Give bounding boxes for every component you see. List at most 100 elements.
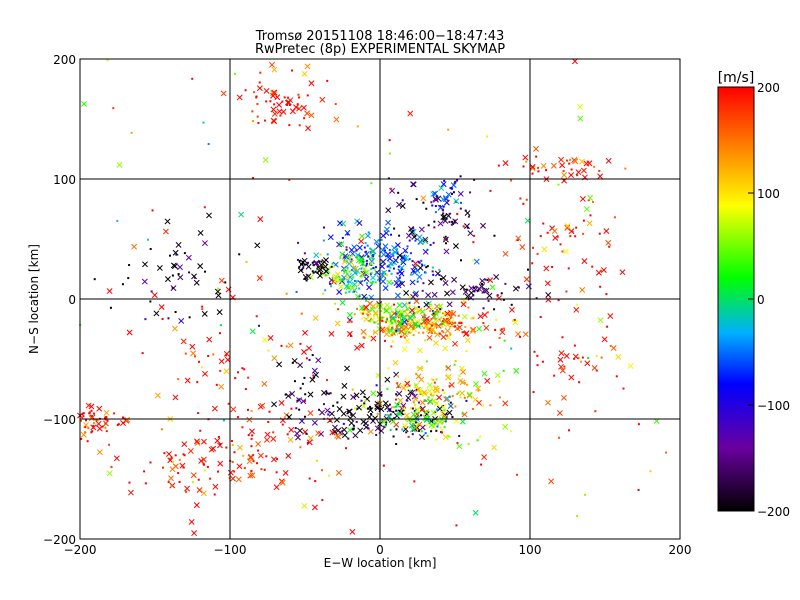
- data-point-cross: [382, 326, 389, 333]
- data-point-dot: [312, 271, 315, 274]
- data-point-dot: [469, 191, 472, 194]
- data-point-cross: [423, 408, 430, 415]
- data-point-dot: [430, 430, 433, 433]
- data-point-cross: [607, 313, 614, 320]
- data-point-dot: [417, 321, 420, 324]
- data-point-cross: [308, 112, 315, 119]
- data-point-dot: [348, 290, 351, 293]
- data-point-dot: [206, 465, 209, 468]
- data-point-dot: [300, 312, 303, 315]
- data-point-dot: [276, 458, 279, 461]
- data-point-dot: [388, 269, 391, 272]
- data-point-dot: [393, 406, 396, 409]
- data-point-cross: [483, 287, 490, 294]
- data-point-dot: [389, 335, 392, 338]
- data-point-cross: [344, 229, 351, 236]
- data-point-dot: [250, 437, 253, 440]
- data-point-dot: [613, 216, 616, 219]
- data-point-dot: [443, 392, 446, 395]
- data-point-dot: [557, 299, 560, 302]
- data-point-cross: [171, 325, 178, 332]
- data-point-dot: [291, 69, 294, 72]
- data-point-dot: [439, 278, 442, 281]
- data-point-dot: [396, 374, 399, 377]
- data-point-dot: [473, 290, 476, 293]
- data-point-dot: [275, 471, 278, 474]
- data-point-dot: [395, 325, 398, 328]
- scatter-points: [77, 58, 668, 537]
- data-point-dot: [420, 259, 423, 262]
- data-point-dot: [479, 435, 482, 438]
- data-point-cross: [403, 290, 410, 296]
- data-point-cross: [573, 306, 580, 313]
- data-point-dot: [433, 226, 436, 229]
- data-point-dot: [465, 224, 468, 227]
- data-point-cross: [200, 490, 207, 497]
- data-point-cross: [193, 502, 200, 509]
- data-point-cross: [396, 201, 402, 208]
- data-point-dot: [442, 312, 445, 315]
- data-point-cross: [269, 61, 275, 68]
- data-point-dot: [442, 218, 445, 221]
- data-point-dot: [84, 431, 87, 434]
- data-point-dot: [84, 426, 87, 429]
- data-point-dot: [443, 238, 446, 241]
- data-point-dot: [421, 289, 424, 292]
- data-point-cross: [390, 316, 397, 323]
- data-point-dot: [320, 272, 323, 275]
- data-point-dot: [498, 396, 501, 399]
- data-point-dot: [388, 152, 391, 155]
- data-point-dot: [593, 165, 596, 168]
- data-point-cross: [597, 317, 604, 324]
- data-point-dot: [250, 410, 253, 413]
- data-point-dot: [472, 316, 475, 319]
- data-point-dot: [161, 317, 164, 320]
- data-point-dot: [366, 244, 369, 247]
- data-point-dot: [182, 453, 185, 456]
- data-point-dot: [430, 378, 433, 381]
- data-point-cross: [202, 370, 208, 377]
- data-point-dot: [416, 280, 419, 283]
- data-point-dot: [345, 246, 348, 249]
- data-point-cross: [418, 226, 425, 233]
- data-point-dot: [370, 182, 373, 185]
- data-point-dot: [582, 232, 585, 235]
- data-point-cross: [445, 191, 452, 198]
- data-point-cross: [452, 340, 458, 347]
- data-point-dot: [412, 334, 415, 337]
- data-point-cross: [276, 361, 283, 368]
- data-point-dot: [416, 310, 419, 313]
- data-point-cross: [564, 223, 571, 230]
- data-point-cross: [545, 296, 552, 303]
- data-point-cross: [400, 405, 407, 412]
- data-point-dot: [439, 426, 442, 429]
- data-point-cross: [284, 99, 291, 106]
- data-point-cross: [289, 390, 296, 397]
- data-point-cross: [403, 323, 409, 330]
- y-tick-label: 100: [53, 173, 76, 187]
- data-point-cross: [583, 206, 590, 213]
- data-point-dot: [482, 307, 485, 310]
- data-point-dot: [423, 313, 426, 316]
- data-point-dot: [364, 242, 367, 245]
- data-point-cross: [423, 301, 430, 308]
- data-point-dot: [255, 315, 258, 318]
- data-point-dot: [342, 422, 345, 425]
- data-point-dot: [185, 490, 188, 493]
- data-point-cross: [468, 285, 475, 292]
- data-point-dot: [370, 263, 373, 266]
- data-point-dot: [301, 263, 304, 266]
- data-point-cross: [319, 96, 326, 103]
- data-point-dot: [245, 260, 248, 263]
- data-point-dot: [480, 463, 483, 466]
- data-point-cross: [389, 418, 396, 425]
- data-point-cross: [363, 269, 370, 276]
- data-point-cross: [436, 405, 443, 412]
- data-point-cross: [402, 423, 409, 429]
- data-point-cross: [544, 280, 551, 287]
- data-point-cross: [396, 302, 403, 309]
- data-point-dot: [430, 303, 433, 306]
- data-point-cross: [579, 287, 586, 293]
- data-point-cross: [103, 409, 110, 416]
